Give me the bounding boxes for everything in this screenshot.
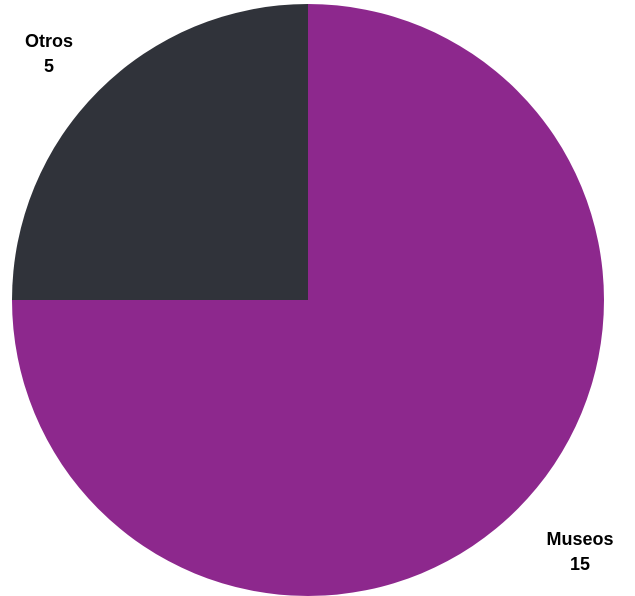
- pie-labels: Museos 15 Otros 5: [25, 31, 614, 574]
- pie-slice-otros: [12, 4, 308, 300]
- pie-slices: [12, 4, 604, 596]
- slice-label-otros: Otros: [25, 31, 73, 51]
- slice-label-museos: Museos: [546, 529, 613, 549]
- slice-value-otros: 5: [44, 56, 54, 76]
- slice-value-museos: 15: [570, 554, 590, 574]
